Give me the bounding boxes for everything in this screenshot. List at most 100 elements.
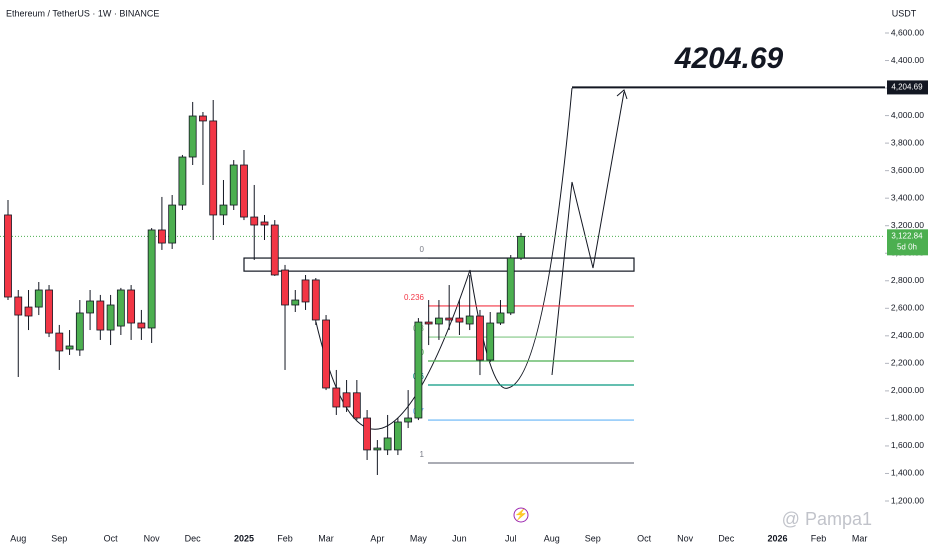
x-tick-label: May — [410, 533, 428, 543]
fib-label: 1 — [420, 450, 425, 459]
x-tick-label: Jun — [452, 533, 467, 543]
plot: 1,200.00 1,400.00 1,600.00 1,800.00 2,000.00… — [0, 27, 928, 543]
countdown-label: 5d 0h — [897, 242, 917, 251]
last-price-label: 3,122.84 — [891, 231, 923, 240]
candle-body — [106, 304, 115, 331]
y-tick-label: 1,800.00 — [891, 413, 924, 423]
candle-body — [465, 315, 474, 325]
candle-body — [178, 156, 187, 206]
candle-body — [322, 319, 330, 389]
candle-body — [496, 312, 505, 324]
candle-body — [435, 317, 443, 325]
candle-body — [4, 214, 12, 298]
y-tick-label: 1,600.00 — [891, 440, 924, 450]
x-tick-label: Apr — [370, 533, 384, 543]
last-price-box — [887, 229, 928, 256]
y-tick-label: 2,400.00 — [891, 330, 924, 340]
handle-curve — [469, 87, 573, 389]
cup-curve — [315, 269, 471, 430]
x-tick-label: Oct — [637, 533, 652, 543]
drawing — [315, 87, 628, 430]
candle-body — [445, 317, 454, 321]
y-axis-label: USDT — [892, 8, 917, 18]
x-tick-label: Aug — [10, 533, 26, 543]
y-tick-label: 3,200.00 — [891, 220, 924, 230]
y-tick-label: 1,400.00 — [891, 468, 924, 478]
candle-body — [55, 332, 64, 352]
y-tick-label: 2,800.00 — [891, 275, 924, 285]
y-tick-label: 3,800.00 — [891, 137, 924, 147]
candle-body — [96, 300, 105, 331]
watermark: @ Pampa1 — [782, 509, 872, 529]
candle-body — [270, 224, 279, 276]
y-tick-label: 1,200.00 — [891, 495, 924, 505]
x-tick-label: Sep — [51, 533, 67, 543]
candle-body — [127, 289, 136, 324]
candle-body — [352, 392, 361, 419]
y-tick-label: 2,200.00 — [891, 358, 924, 368]
candle-body — [240, 164, 248, 218]
x-tick-label: Mar — [852, 533, 868, 543]
fib-label: 0 — [420, 245, 425, 254]
y-tick-label: 4,600.00 — [891, 27, 924, 37]
candle-body — [506, 257, 515, 314]
y-tick-label: 3,400.00 — [891, 192, 924, 202]
candle-body — [517, 235, 525, 259]
candle-body — [24, 306, 33, 317]
arrow-head — [616, 89, 628, 100]
projection-path — [551, 91, 625, 376]
candle-body — [199, 115, 207, 122]
y-tick-label: 4,000.00 — [891, 110, 924, 120]
candle-body — [393, 421, 402, 451]
candle-body — [260, 221, 269, 226]
candle-body — [45, 289, 53, 334]
candle-body — [157, 229, 166, 244]
candle-body — [311, 279, 320, 321]
candle-body — [301, 279, 310, 303]
x-tick-label: Feb — [277, 533, 293, 543]
x-tick-label: Oct — [104, 533, 119, 543]
candle-body — [250, 216, 259, 226]
candle-body — [455, 317, 464, 323]
x-tick-label: Nov — [144, 533, 161, 543]
candle-body — [291, 299, 300, 306]
candle-body — [137, 322, 146, 329]
lightning-icon: ⚡ — [514, 508, 528, 521]
candle-body — [363, 417, 372, 451]
candle-body — [424, 321, 433, 325]
candle-body — [476, 315, 484, 361]
candle-body — [332, 387, 341, 408]
candle-body — [147, 229, 156, 329]
resistance-zone — [243, 257, 635, 272]
x-tick-label: Dec — [718, 533, 735, 543]
candle-body — [404, 417, 413, 423]
candle-body — [188, 115, 197, 158]
candle-body — [281, 269, 289, 306]
x-tick-label: 2026 — [767, 533, 787, 543]
y-tick-label: 2,600.00 — [891, 303, 924, 313]
target-annotation: 4204.69 — [674, 42, 784, 75]
y-tick-label: 2,000.00 — [891, 385, 924, 395]
y-tick-label: 3,600.00 — [891, 165, 924, 175]
candle-body — [86, 300, 94, 314]
candle-body — [34, 289, 43, 308]
x-tick-label: Mar — [318, 533, 334, 543]
x-tick-label: Feb — [811, 533, 827, 543]
candle-body — [486, 322, 495, 361]
target-price-box — [887, 80, 928, 95]
candle-body — [373, 447, 382, 451]
y-tick-label: 4,400.00 — [891, 55, 924, 65]
candle-body — [65, 345, 74, 350]
candle-body — [229, 164, 238, 206]
candle-body — [168, 204, 177, 244]
x-tick-label: Aug — [544, 533, 560, 543]
target-price-label: 4,204.69 — [891, 83, 923, 92]
candle-body — [209, 120, 218, 216]
candle-body — [75, 312, 84, 351]
x-tick-label: Sep — [585, 533, 601, 543]
candle-body — [342, 392, 351, 408]
candle-body — [383, 437, 392, 451]
x-tick-label: Dec — [185, 533, 202, 543]
x-tick-label: 2025 — [234, 533, 254, 543]
